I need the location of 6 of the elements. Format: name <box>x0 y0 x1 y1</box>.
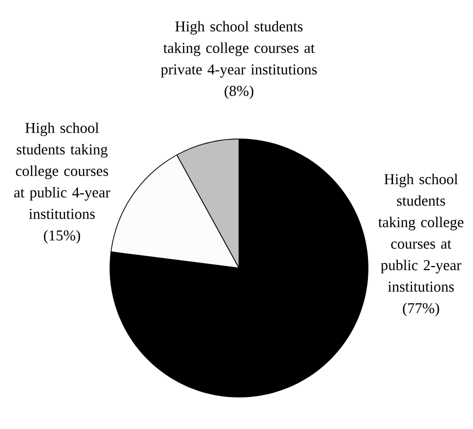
slice-label: High school students taking college courses at private 4-year institutions <box>160 20 317 78</box>
data-label: (77%) <box>402 302 440 316</box>
slice-label: High school students taking college courses at public 2-year institutions <box>378 174 464 292</box>
slice-label: High school students taking college courses at public 4-year institutions <box>14 122 110 219</box>
data-label: (15%) <box>44 230 80 244</box>
data-label: (8%) <box>224 85 254 100</box>
